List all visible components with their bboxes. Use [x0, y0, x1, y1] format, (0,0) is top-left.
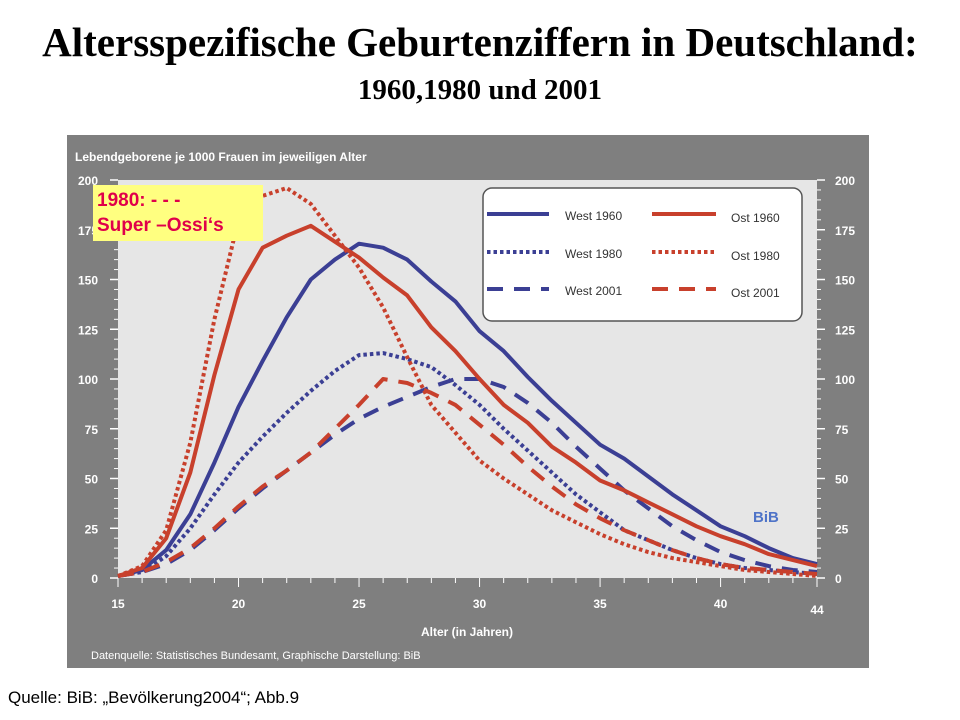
series-line-west-1960: [117, 241, 818, 578]
x-tick-label: 15: [111, 597, 125, 611]
annotation-line-2: Super –Ossi‘s: [97, 215, 224, 236]
y-tick-label-left: 0: [91, 572, 98, 586]
y-tick-label-right: 75: [835, 423, 849, 437]
x-tick-label: 30: [473, 597, 487, 611]
y-tick-label-right: 200: [835, 174, 855, 188]
y-tick-label-left: 200: [78, 174, 98, 188]
legend-label: Ost 1960: [731, 211, 780, 225]
y-tick-label-left: 25: [85, 522, 99, 536]
y-tick-label-right: 100: [835, 373, 855, 387]
y-tick-label-right: 0: [835, 572, 842, 586]
annotation-note: 1980: - - - Super –Ossi‘s: [93, 185, 263, 241]
y-tick-label-left: 100: [78, 373, 98, 387]
y-tick-label-left: 125: [78, 323, 98, 337]
y-tick-label-left: 150: [78, 274, 98, 288]
y-tick-label-right: 125: [835, 323, 855, 337]
y-tick-label-right: 50: [835, 473, 849, 487]
y-tick-label-left: 75: [85, 423, 99, 437]
x-tick-label: 20: [232, 597, 246, 611]
series-line-ost-2001: [117, 377, 818, 578]
legend-label: West 1980: [565, 247, 622, 261]
chart-subtitle: 1960,1980 und 2001: [357, 74, 603, 106]
x-axis-label: Alter (in Jahren): [421, 625, 513, 639]
y-tick-label-right: 150: [835, 274, 855, 288]
x-tick-label: 25: [352, 597, 366, 611]
y-tick-label-right: 175: [835, 224, 855, 238]
legend-label: West 2001: [565, 284, 622, 298]
y-tick-label-right: 25: [835, 522, 849, 536]
legend-label: Ost 1980: [731, 249, 780, 263]
chart-title: Altersspezifische Geburtenziffern in Deu…: [42, 19, 918, 65]
data-source-label: Datenquelle: Statistisches Bundesamt, Gr…: [91, 650, 421, 662]
x-tick-label: 40: [714, 597, 728, 611]
x-tick-label: 35: [593, 597, 607, 611]
series-line-ost-1960: [117, 223, 818, 578]
legend-label: West 1960: [565, 209, 622, 223]
annotation-line-1: 1980: - - -: [97, 190, 181, 211]
legend-box: [482, 187, 803, 322]
source-caption: Quelle: BiB: „Bevölkerung2004“; Abb.9: [8, 688, 300, 707]
x-tick-label: 44: [810, 603, 824, 617]
y-axis-label: Lebendgeborene je 1000 Frauen im jeweili…: [75, 150, 367, 164]
y-tick-label-left: 50: [85, 473, 99, 487]
bib-watermark: BiB: [753, 509, 779, 526]
legend-label: Ost 2001: [731, 286, 780, 300]
